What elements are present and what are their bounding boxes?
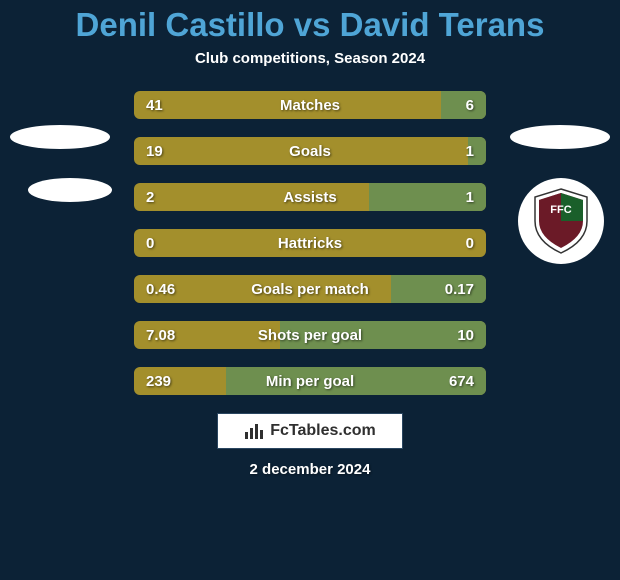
logo-text: FcTables.com	[270, 422, 376, 440]
right-club-badge: FFC	[518, 178, 604, 264]
stat-row: 239674Min per goal	[134, 367, 486, 395]
stat-label: Matches	[134, 91, 486, 119]
stat-row: 416Matches	[134, 91, 486, 119]
date-text: 2 december 2024	[0, 461, 620, 478]
subtitle: Club competitions, Season 2024	[0, 50, 620, 67]
stat-label: Goals	[134, 137, 486, 165]
stat-row: 21Assists	[134, 183, 486, 211]
shield-icon: FFC	[531, 187, 591, 255]
fctables-logo: FcTables.com	[217, 413, 403, 449]
stat-row: 0.460.17Goals per match	[134, 275, 486, 303]
stat-label: Goals per match	[134, 275, 486, 303]
placeholder-ellipse	[10, 125, 110, 149]
placeholder-ellipse	[510, 125, 610, 149]
stat-row: 7.0810Shots per goal	[134, 321, 486, 349]
bars-icon	[244, 422, 264, 440]
stat-row: 00Hattricks	[134, 229, 486, 257]
stat-label: Shots per goal	[134, 321, 486, 349]
comparison-bars: 416Matches 191Goals 21Assists 00Hattricks 0.…	[134, 91, 486, 395]
stat-label: Assists	[134, 183, 486, 211]
stat-label: Hattricks	[134, 229, 486, 257]
placeholder-ellipse	[28, 178, 112, 202]
page-title: Denil Castillo vs David Terans	[0, 0, 620, 44]
stat-label: Min per goal	[134, 367, 486, 395]
svg-text:FFC: FFC	[550, 204, 571, 216]
stat-row: 191Goals	[134, 137, 486, 165]
